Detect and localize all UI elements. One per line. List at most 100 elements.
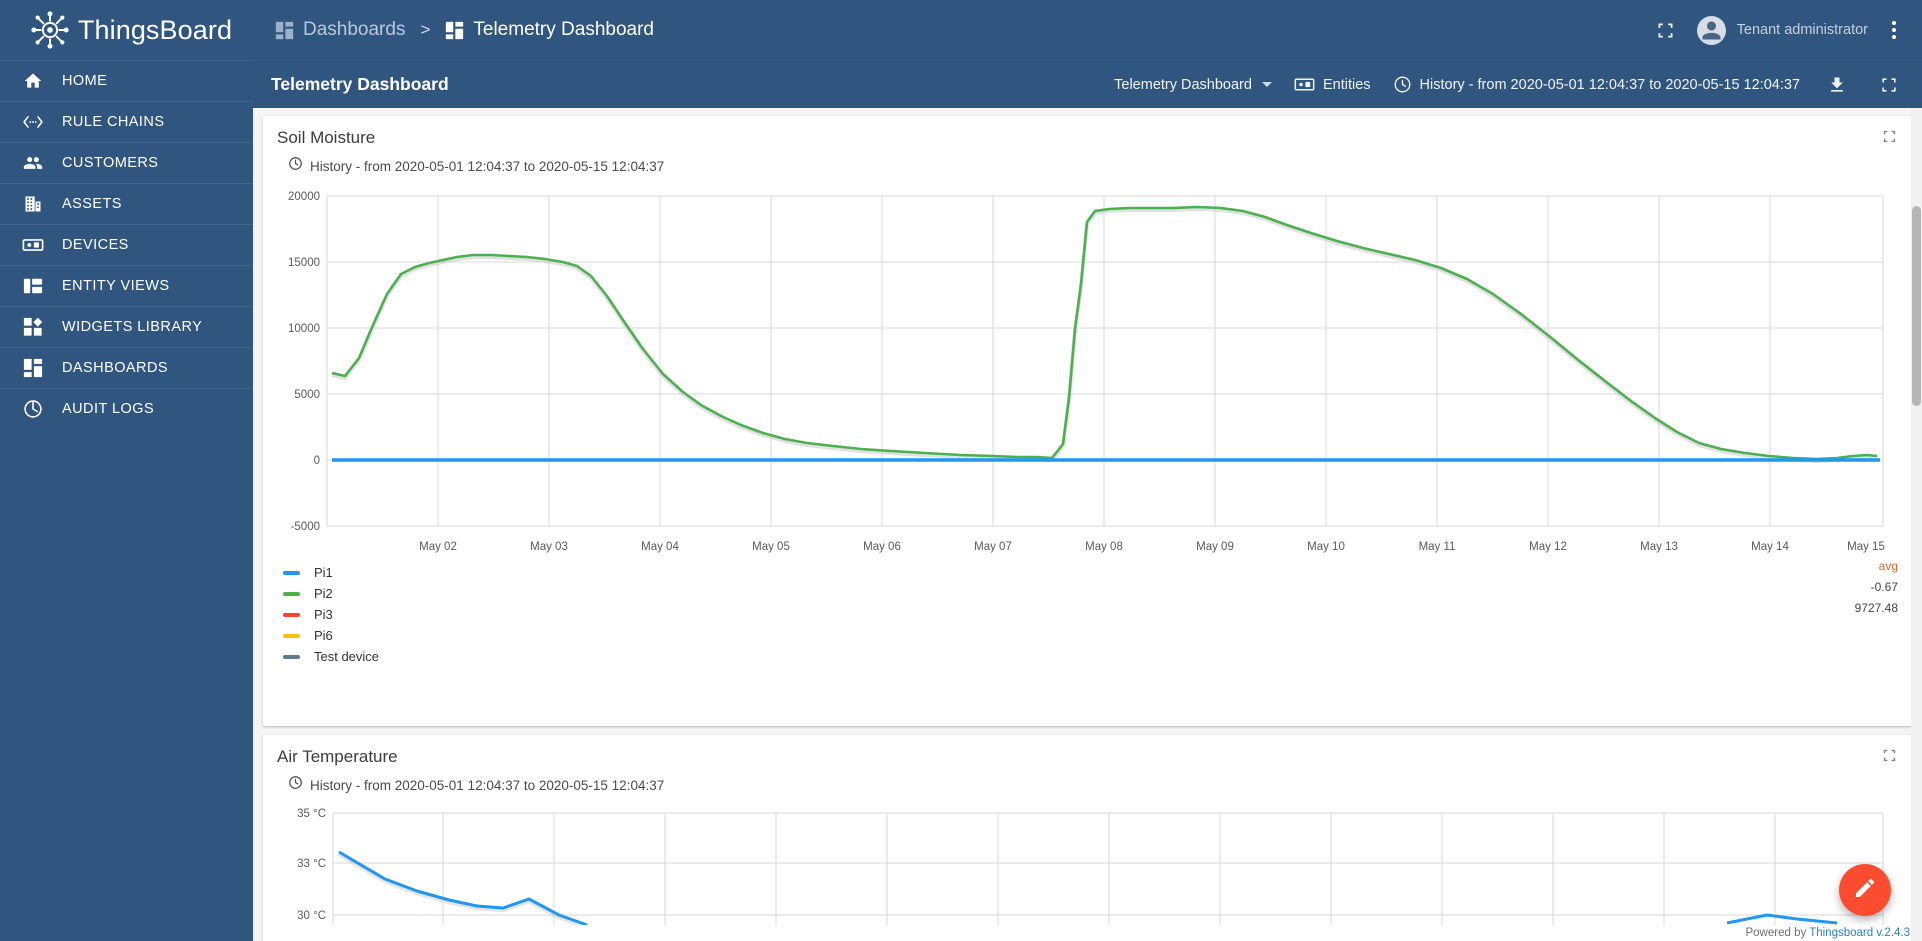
sidebar-item-widgets-library[interactable]: WIDGETS LIBRARY — [0, 306, 253, 347]
scrollbar-thumb[interactable] — [1912, 206, 1921, 406]
sidebar-item-home[interactable]: HOME — [0, 60, 253, 101]
brand-logo-area[interactable]: ThingsBoard — [0, 0, 253, 60]
breadcrumb-separator: > — [420, 20, 431, 39]
sidebar-item-label: CUSTOMERS — [62, 155, 159, 171]
brand-name: ThingsBoard — [77, 14, 233, 45]
entities-icon — [1294, 76, 1315, 93]
legend-label: Pi6 — [314, 628, 333, 643]
air-temperature-plot[interactable]: 35 °C 33 °C 30 °C — [277, 805, 1898, 925]
sidebar-item-entity-views[interactable]: ENTITY VIEWS — [0, 265, 253, 306]
air-temperature-plot-wrap: 35 °C 33 °C 30 °C — [263, 795, 1912, 925]
sidebar-item-customers[interactable]: CUSTOMERS — [0, 142, 253, 183]
entity-views-icon — [22, 275, 44, 297]
y-tick-label: 30 °C — [297, 910, 326, 922]
legend-item-test-device[interactable]: Test device — [283, 646, 379, 667]
sidebar-item-label: HOME — [62, 73, 108, 89]
widget-title: Soil Moisture — [277, 128, 376, 147]
y-tick-label: 0 — [314, 455, 320, 467]
widgets-library-icon — [22, 316, 44, 338]
sidebar-item-label: RULE CHAINS — [62, 114, 165, 130]
download-icon[interactable] — [1822, 70, 1852, 100]
legend-label: Pi3 — [314, 607, 333, 622]
clock-icon — [288, 156, 303, 176]
breadcrumb-label: Dashboards — [303, 19, 406, 40]
legend-item-pi3[interactable]: Pi3 — [283, 604, 379, 625]
legend-label: Pi2 — [314, 586, 333, 601]
x-tick-label: May 13 — [1640, 541, 1678, 553]
legend-values-column: avg -0.67 9727.48 — [1855, 556, 1898, 619]
user-name: Tenant administrator — [1736, 22, 1868, 38]
widget-title: Air Temperature — [277, 747, 398, 766]
sidebar-item-rule-chains[interactable]: RULE CHAINS — [0, 101, 253, 142]
x-tick-label: May 14 — [1751, 541, 1789, 553]
sidebar-item-dashboards[interactable]: DASHBOARDS — [0, 347, 253, 388]
x-tick-label: May 09 — [1196, 541, 1234, 553]
user-menu[interactable]: Tenant administrator — [1696, 15, 1868, 45]
x-tick-label: May 03 — [530, 541, 568, 553]
chevron-down-icon — [1261, 82, 1272, 87]
legend-column-header: avg — [1878, 559, 1898, 573]
sidebar: ThingsBoard HOME RULE CHAINS — [0, 0, 253, 941]
legend-swatch — [283, 570, 300, 575]
devices-icon — [22, 234, 44, 256]
sidebar-item-label: ENTITY VIEWS — [62, 278, 170, 294]
legend-keys: Pi1 Pi2 Pi3 Pi6 — [283, 562, 379, 667]
widget-header: Soil Moisture History - from 2020-05-01 … — [263, 116, 1912, 176]
widget-fullscreen-icon[interactable] — [1881, 747, 1898, 769]
breadcrumb-item-dashboards[interactable]: Dashboards — [275, 19, 405, 41]
legend-item-pi1[interactable]: Pi1 — [283, 562, 379, 583]
sidebar-item-devices[interactable]: DEVICES — [0, 224, 253, 265]
series-line-air-temp-shadow — [337, 852, 588, 925]
legend-value-pi2: 9727.48 — [1854, 601, 1898, 615]
x-tick-label: May 04 — [641, 541, 679, 553]
y-tick-label: 35 °C — [297, 808, 326, 820]
legend-value-pi1: -0.67 — [1870, 580, 1898, 594]
legend-swatch — [283, 654, 300, 659]
x-tick-label: May 11 — [1419, 541, 1456, 553]
legend-item-pi6[interactable]: Pi6 — [283, 625, 379, 646]
series-line-pi2 — [331, 205, 1878, 461]
entities-button[interactable]: Entities — [1294, 76, 1371, 93]
thingsboard-logo-icon — [31, 11, 69, 49]
legend-item-pi2[interactable]: Pi2 — [283, 583, 379, 604]
soil-moisture-plot[interactable]: 20000 15000 10000 5000 0 -5000 May 02 Ma… — [277, 186, 1898, 556]
y-tick-label: 5000 — [294, 389, 320, 401]
powered-by-link[interactable]: Thingsboard v.2.4.3 — [1809, 927, 1910, 939]
dashboard-state-selector[interactable]: Telemetry Dashboard — [1114, 77, 1272, 93]
top-toolbar-actions: Tenant administrator — [1651, 15, 1904, 45]
powered-by-prefix: Powered by — [1745, 927, 1810, 939]
x-tick-label: May 06 — [863, 541, 901, 553]
rule-chains-icon — [22, 111, 44, 133]
y-tick-label: 33 °C — [297, 858, 326, 870]
widget-fullscreen-icon[interactable] — [1881, 128, 1898, 150]
sidebar-item-audit-logs[interactable]: AUDIT LOGS — [0, 388, 253, 429]
legend-label: Test device — [314, 649, 380, 664]
fullscreen-icon[interactable] — [1874, 70, 1904, 100]
legend-swatch — [283, 633, 300, 638]
sidebar-item-label: ASSETS — [62, 196, 122, 212]
widget-header: Air Temperature History - from 2020-05-0… — [263, 735, 1912, 795]
x-tick-label: May 15 — [1847, 541, 1885, 553]
fullscreen-icon[interactable] — [1651, 15, 1681, 45]
x-tick-label: May 07 — [974, 541, 1012, 553]
breadcrumb-label: Telemetry Dashboard — [473, 19, 654, 40]
home-icon — [22, 70, 44, 92]
more-vert-icon[interactable] — [1884, 17, 1904, 43]
page-title: Telemetry Dashboard — [271, 74, 449, 94]
dashboards-icon — [22, 357, 44, 379]
timewindow-button[interactable]: History - from 2020-05-01 12:04:37 to 20… — [1393, 75, 1800, 94]
assets-icon — [22, 193, 44, 215]
soil-moisture-legend: Pi1 Pi2 Pi3 Pi6 — [263, 556, 1912, 681]
series-line-air-temp-right — [1726, 913, 1838, 925]
widget-soil-moisture: Soil Moisture History - from 2020-05-01 … — [263, 116, 1912, 726]
sidebar-item-label: AUDIT LOGS — [62, 401, 155, 417]
x-tick-label: May 12 — [1529, 541, 1567, 553]
audit-logs-icon — [22, 398, 44, 420]
entities-label: Entities — [1322, 76, 1371, 93]
y-tick-label: -5000 — [291, 521, 320, 533]
breadcrumb-item-telemetry-dashboard[interactable]: Telemetry Dashboard — [445, 19, 654, 41]
content-scrollbar[interactable] — [1911, 108, 1922, 941]
sidebar-item-assets[interactable]: ASSETS — [0, 183, 253, 224]
edit-dashboard-fab[interactable] — [1839, 864, 1891, 916]
